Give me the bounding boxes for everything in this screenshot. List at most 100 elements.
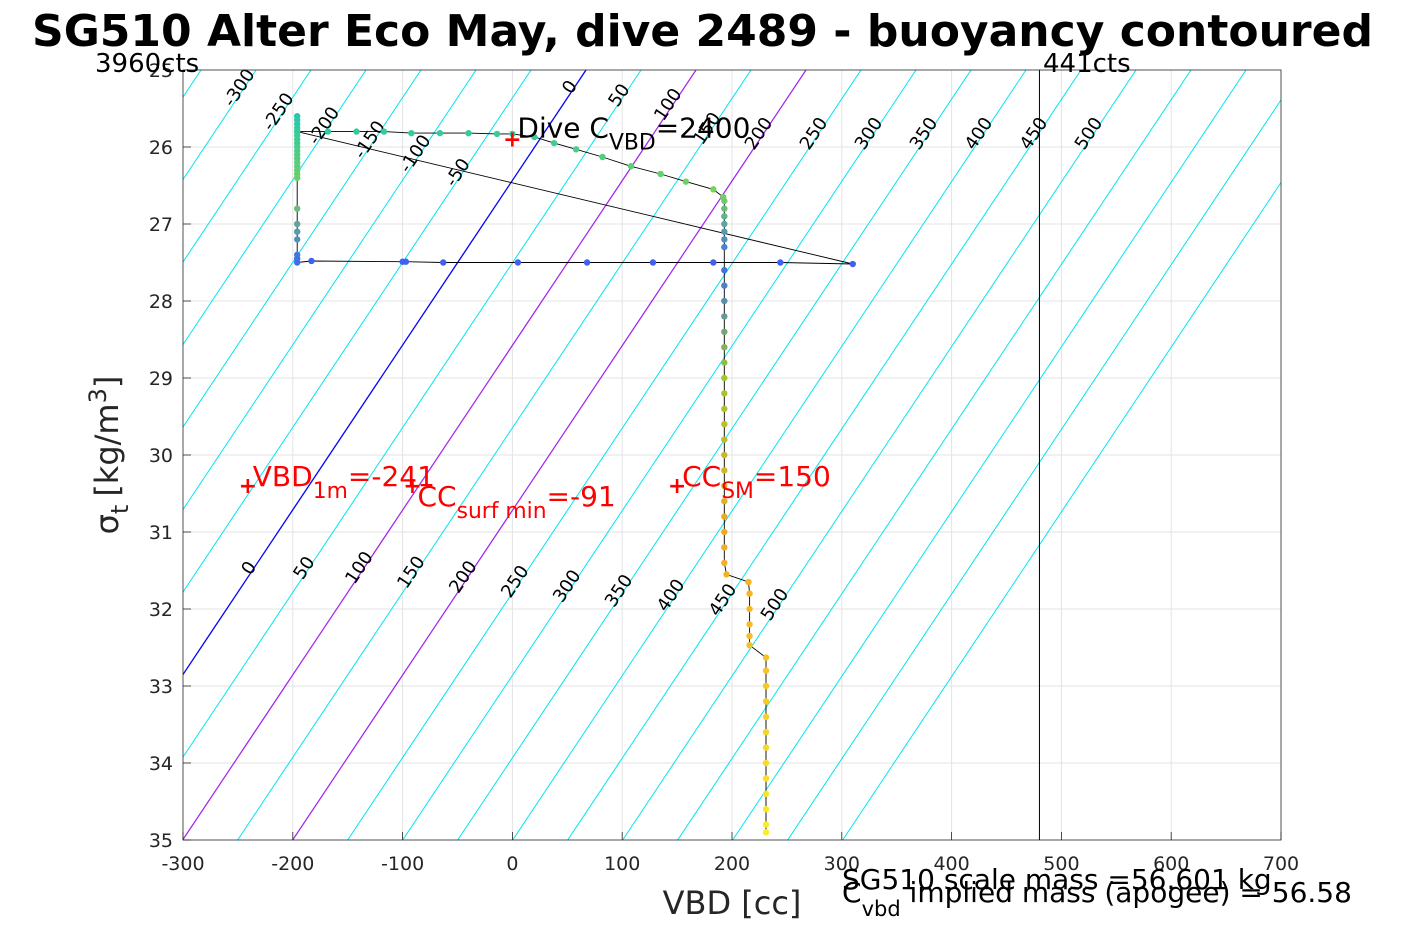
annotation-0-post: =-241: [348, 460, 435, 493]
profile-point: [762, 775, 770, 782]
profile-point: [721, 374, 728, 382]
y-label-sub: t: [106, 505, 134, 514]
annotation-2-marker: +: [668, 474, 686, 499]
profile-point: [721, 498, 728, 505]
profile-point: [402, 258, 410, 265]
dive-c-vbd-annotation-pre: Dive C: [517, 111, 609, 144]
profile-point: [710, 186, 717, 193]
profile-point: [721, 297, 728, 305]
profile-point: [436, 129, 444, 137]
profile-point: [762, 821, 770, 828]
contour-line: [787, 99, 1281, 840]
contour-line: [842, 181, 1281, 840]
profile-point: [408, 129, 415, 137]
profile-point: [746, 605, 753, 613]
profile-point: [649, 259, 657, 266]
contour-line: [0, 70, 36, 840]
annotation-1-text: CCsurf min=-91: [417, 480, 615, 524]
x-tick-label: 100: [604, 853, 640, 875]
profile-point: [627, 163, 635, 170]
y-tick-label: 26: [149, 137, 173, 159]
profile-point: [514, 259, 522, 266]
profile-point: [721, 544, 728, 551]
profile-point: [293, 259, 301, 266]
buoyancy-contours: [0, 70, 1281, 840]
y-tick-label: 34: [149, 753, 173, 775]
profile-point: [531, 133, 538, 141]
contour-line: [567, 70, 1082, 840]
profile-point: [721, 313, 728, 320]
y-tick-label: 28: [149, 291, 173, 313]
y-tick-label: 27: [149, 214, 173, 236]
profile-point: [308, 257, 315, 265]
profile-point: [746, 621, 753, 628]
annotation-0-text: VBD1m=-241: [253, 460, 435, 504]
profile-point: [746, 632, 753, 640]
profile-point: [721, 228, 728, 235]
profile-point: [762, 744, 770, 751]
y-label-units: [kg/m: [88, 403, 126, 496]
profile-point: [721, 482, 728, 489]
annotations: +Dive CVBD=2400+VBD1m=-241+CCsurf min=-9…: [239, 111, 831, 524]
contour-line: [183, 70, 697, 840]
contour-line: [732, 70, 1247, 840]
profile-point: [380, 128, 388, 135]
profile-point: [293, 205, 301, 212]
dive-c-vbd-annotation-marker: +: [503, 127, 521, 152]
profile-point: [721, 197, 728, 205]
contour-line: [183, 70, 642, 758]
footer-implied-mass: Cvbd implied mass (apogee) = 56.58: [842, 876, 1352, 921]
profile-point: [721, 436, 728, 443]
contour-line: [347, 70, 862, 840]
grid: [183, 70, 1281, 840]
chart-title: SG510 Alter Eco May, dive 2489 - buoyanc…: [32, 6, 1373, 57]
y-label-sup: 3: [84, 388, 112, 403]
profile-point: [721, 421, 728, 428]
annotation-0-sub: 1m: [313, 479, 348, 504]
profile-point: [721, 243, 728, 251]
contour-line: [183, 70, 477, 511]
x-tick-label: 400: [933, 853, 969, 875]
contour-line: [183, 70, 532, 593]
annotation-2-pre: CC: [682, 460, 721, 493]
profile-point: [293, 236, 301, 243]
profile-point: [849, 260, 856, 268]
x-tick-label: -100: [381, 853, 424, 875]
top-right-cts-label: 441cts: [1043, 49, 1131, 79]
y-tick-label: 33: [149, 676, 173, 698]
annotation-2-post: =150: [754, 460, 831, 493]
x-tick-label: 300: [824, 853, 860, 875]
profile-point: [493, 130, 501, 138]
contour-line: [622, 70, 1137, 840]
profile-point: [762, 682, 770, 690]
x-tick-label: 0: [506, 853, 518, 875]
svg-text:σt[kg/m3]: σt [kg/m3]: [84, 376, 134, 535]
profile-point: [721, 467, 728, 474]
profile-point: [353, 128, 360, 135]
profile-point: [762, 713, 770, 720]
profile-point: [721, 267, 728, 274]
profile-point: [293, 128, 301, 135]
y-label-close: ]: [88, 376, 126, 388]
profile-point: [682, 178, 690, 185]
annotation-1-pre: CC: [417, 480, 456, 513]
profile-point: [762, 654, 770, 661]
profile-point: [721, 405, 728, 412]
profile-point: [721, 236, 728, 243]
contour-line: [183, 70, 587, 676]
y-tick-label: 35: [149, 830, 173, 852]
x-tick-label: -200: [271, 853, 314, 875]
x-tick-label: 200: [714, 853, 750, 875]
top-left-cts-label: 3960cts: [95, 49, 199, 79]
x-tick-label: 500: [1043, 853, 1079, 875]
footer-c: C: [842, 876, 862, 909]
profile-point: [762, 806, 770, 813]
footer-scale-mass: SG510 scale mass =56.601 kg: [842, 863, 1272, 896]
profile-point: [293, 228, 301, 235]
profile-point: [777, 259, 784, 266]
x-axis-ticks: -300 -200 -100 0 100 200 300 400 500 600 700: [161, 832, 1299, 875]
profile-point: [465, 129, 472, 137]
profile-point: [721, 359, 728, 366]
contour-line: [183, 70, 312, 263]
